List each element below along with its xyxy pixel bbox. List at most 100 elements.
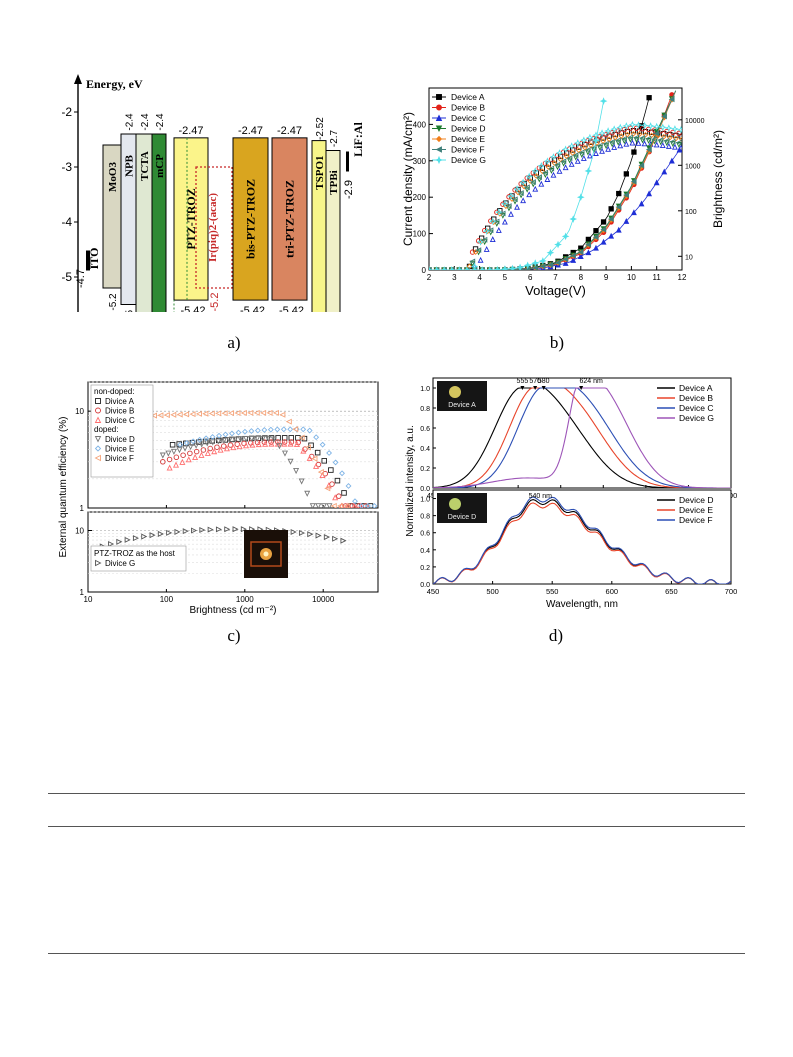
eqe-point <box>298 529 306 537</box>
current-density-point <box>547 261 554 268</box>
eqe-point <box>223 445 230 452</box>
y-axis-title: External quantum efficiency (%) <box>58 417 69 558</box>
eqe-point <box>336 493 342 499</box>
eqe-point <box>341 490 347 496</box>
layer-lumo-label: -2.7 <box>329 129 340 147</box>
brightness-point <box>563 150 570 156</box>
eqe-point <box>222 437 229 443</box>
current-density-point <box>478 266 486 270</box>
layer-homo-label: -5.5 <box>125 309 136 312</box>
series-divice-g <box>91 526 347 553</box>
current-density-point <box>531 259 540 267</box>
brightness-point <box>646 122 655 130</box>
brightness-point <box>664 128 670 135</box>
eqe-point <box>267 426 274 433</box>
panel-b-jvl-chart: 2 3 4 5 6 7 8 9 10 11 12 0 100 200 300 400 10 100 1000 1000… <box>403 80 748 312</box>
eqe-point <box>220 443 227 449</box>
current-density-point <box>554 240 562 249</box>
eqe-point <box>202 438 209 445</box>
eqe-point <box>317 469 324 476</box>
y-tick-label: 0.8 <box>420 514 430 521</box>
brightness-point <box>520 197 527 204</box>
photo-glow <box>449 386 461 398</box>
legend-label: Divice C <box>105 416 135 425</box>
legend-label: Device G <box>679 413 714 423</box>
eqe-point <box>313 434 320 441</box>
legend-header: PTZ-TROZ as the host <box>94 549 176 558</box>
x-tick-label: 9 <box>604 273 609 282</box>
layer-name-tcta: TCTA <box>139 151 151 181</box>
eqe-point <box>198 441 205 448</box>
legend-marker <box>94 454 101 462</box>
eqe-point <box>281 439 288 445</box>
brightness-point <box>603 131 609 138</box>
brightness-point <box>482 227 491 235</box>
brightness-point <box>599 147 605 154</box>
brightness-point <box>567 142 576 150</box>
y-tick-label: 1 <box>80 504 85 513</box>
brightness-point <box>630 130 637 137</box>
brightness-point <box>531 167 540 175</box>
peak-marker <box>541 386 546 390</box>
brightness-point <box>652 122 661 131</box>
legend-box <box>90 545 187 572</box>
brightness-point <box>476 238 485 246</box>
eqe-point <box>300 426 307 433</box>
eqe-point <box>365 503 371 508</box>
legend-label: Divice B <box>105 407 134 416</box>
current-density-point <box>569 215 578 223</box>
y-axis-title: Current density (mA/cm²) <box>403 112 415 246</box>
brightness-point <box>537 162 546 170</box>
eqe-point <box>204 440 211 447</box>
eqe-point <box>304 490 311 497</box>
eqe-point <box>215 410 222 417</box>
x-tick-label: 550 <box>546 587 559 596</box>
energy-axis-arrow <box>74 74 82 84</box>
eqe-point <box>287 426 294 433</box>
current-density-point <box>516 263 524 270</box>
eqe-point <box>207 445 213 452</box>
brightness-point <box>543 157 552 166</box>
spectra-bottom-series <box>433 496 731 584</box>
legend-label: Divice G <box>105 559 135 568</box>
y2-tick-label: 10 <box>685 254 693 261</box>
jvl-chart-svg: 2 3 4 5 6 7 8 9 10 11 12 0 100 200 300 400 10 100 1000 1000… <box>403 87 725 298</box>
legend-marker <box>436 94 442 100</box>
brightness-point <box>634 121 643 129</box>
eqe-point <box>237 436 244 443</box>
current-density-point <box>638 200 645 207</box>
eqe-point <box>195 410 202 417</box>
brightness-point <box>501 218 508 225</box>
layer-name: ITO <box>87 248 101 270</box>
eqe-point <box>280 426 287 433</box>
eqe-point <box>306 454 313 461</box>
eqe-point <box>224 526 231 533</box>
eqe-point <box>315 532 322 539</box>
eqe-point <box>326 450 333 456</box>
brightness-point <box>617 142 624 149</box>
y-tick-label: 0.6 <box>420 426 430 433</box>
brightness-point <box>515 189 521 196</box>
brightness-point <box>635 139 642 146</box>
y-tick-label: 400 <box>413 120 427 129</box>
brightness-point <box>641 140 648 147</box>
brightness-point <box>563 153 570 159</box>
x-tick-label: 10000 <box>312 595 335 604</box>
brightness-point <box>623 140 630 147</box>
layer-name-moo3: MoO3 <box>107 162 119 192</box>
y2-axis-title: Brightness (cd/m²) <box>711 130 725 228</box>
eqe-point <box>159 452 166 459</box>
eqe-point <box>298 478 305 485</box>
eqe-bottom-series <box>91 526 347 553</box>
current-density-line <box>429 149 680 270</box>
brightness-point <box>639 135 646 141</box>
y-tick-label: 1.0 <box>420 497 430 504</box>
current-density-point <box>493 265 502 270</box>
y-tick-label: 0.0 <box>420 486 430 493</box>
brightness-point <box>539 168 546 175</box>
current-density-point <box>623 192 629 198</box>
brightness-point <box>640 121 649 130</box>
current-density-point <box>600 238 607 245</box>
layer-homo-label: -5.2 <box>108 293 119 311</box>
y2-tick-label: 100 <box>685 209 697 216</box>
